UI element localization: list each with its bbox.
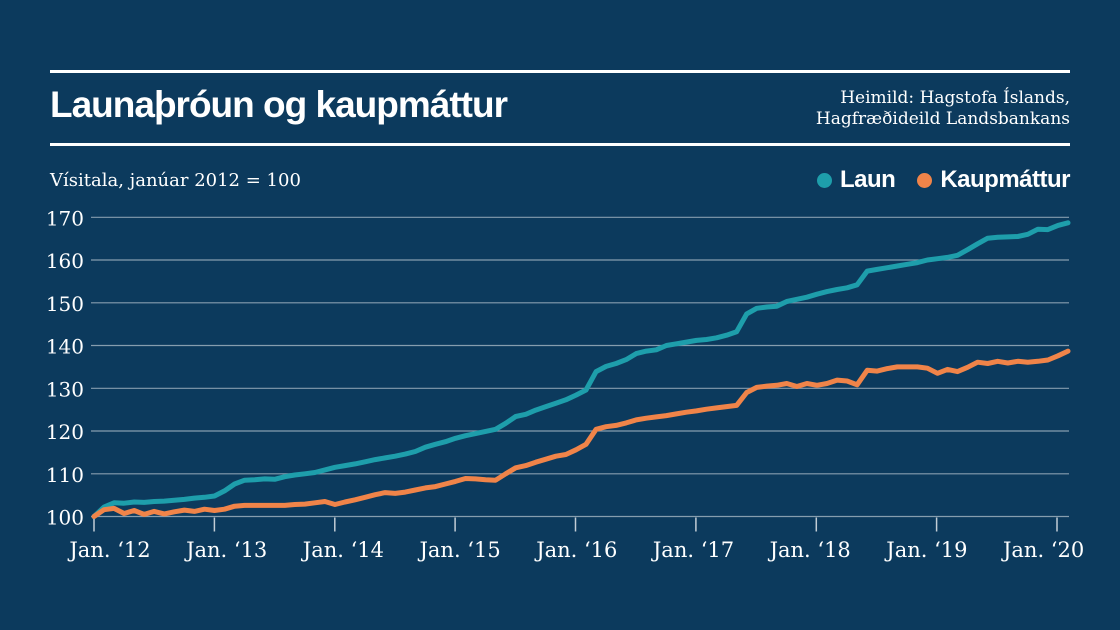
- legend-item-kaupmattur: Kaupmáttur: [917, 166, 1070, 194]
- legend-label-laun: Laun: [840, 166, 896, 193]
- chart-legend: Laun Kaupmáttur: [817, 166, 1070, 194]
- legend-label-kaupmattur: Kaupmáttur: [940, 166, 1070, 193]
- x-axis-label: Jan. ‘14: [301, 538, 384, 562]
- x-axis-label: Jan. ‘18: [768, 538, 851, 562]
- source-line-2: Hagfræðideild Landsbankans: [815, 109, 1070, 129]
- y-axis-label-100: 100: [46, 506, 84, 530]
- kaupmattur-series-dot-icon: [917, 172, 933, 188]
- source-line-1: Heimild: Hagstofa Íslands,: [840, 88, 1070, 108]
- legend-item-laun: Laun: [817, 166, 896, 194]
- index-subtitle: Vísitala, janúar 2012 = 100: [50, 170, 301, 191]
- page-title: Launaþróun og kaupmáttur: [50, 84, 508, 125]
- x-axis-label: Jan. ‘13: [184, 538, 267, 562]
- y-axis-label-160: 160: [46, 249, 84, 273]
- x-axis-label: Jan. ‘15: [417, 538, 500, 562]
- mid-divider: [50, 143, 1070, 146]
- x-axis-label: Jan. ‘16: [534, 538, 617, 562]
- x-axis-label: Jan. ‘19: [884, 538, 967, 562]
- series-line-laun: [91, 220, 1071, 519]
- x-axis-label: Jan. ‘17: [651, 538, 734, 562]
- laun-series-dot-icon: [817, 172, 832, 188]
- x-axis-label: Jan. ‘20: [1001, 538, 1084, 562]
- y-axis-label-140: 140: [46, 335, 84, 359]
- y-axis-label-170: 170: [46, 206, 84, 230]
- y-axis-label-110: 110: [46, 463, 84, 487]
- series-line-kaupmattur: [91, 348, 1071, 519]
- y-axis-label-130: 130: [46, 377, 84, 401]
- x-axis-label: Jan. ‘12: [67, 538, 150, 562]
- y-axis-label-150: 150: [46, 292, 84, 316]
- top-divider: [50, 70, 1070, 73]
- source-attribution: Heimild: Hagstofa Íslands, Hagfræðideild…: [816, 88, 1070, 130]
- y-axis-label-120: 120: [46, 420, 84, 444]
